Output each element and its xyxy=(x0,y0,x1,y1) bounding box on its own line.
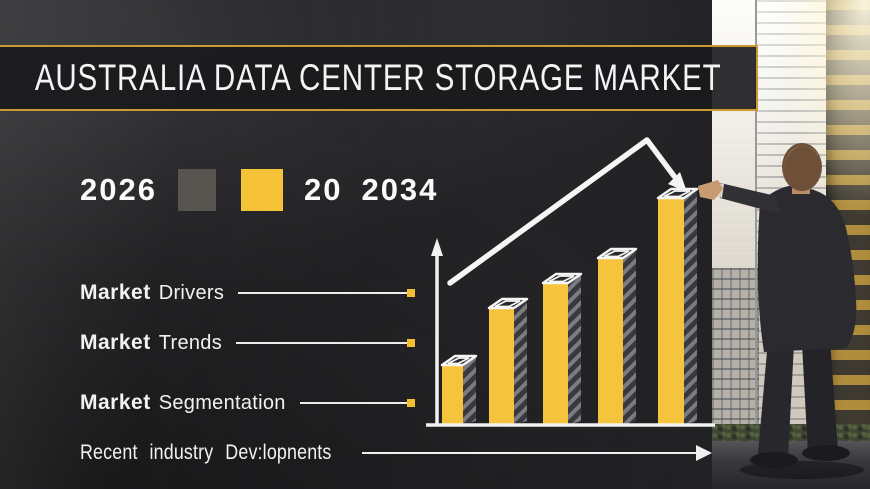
page-title: AUSTRALIA DATA CENTER STORAGE MARKET xyxy=(34,57,722,98)
bar-side-face xyxy=(684,189,697,425)
start-year-label: 2026 xyxy=(80,172,157,207)
trend-arrowhead-icon xyxy=(668,172,687,192)
bar-top-inner-ring xyxy=(447,357,470,365)
right-arrow-icon xyxy=(696,445,712,461)
axis-up-arrow-icon xyxy=(431,238,443,256)
yellow-endpoint-square xyxy=(407,289,415,297)
yellow-endpoint-square xyxy=(407,339,415,347)
menu-item-market-drivers: Market Drivers xyxy=(80,280,415,306)
end-year-label: 2034 xyxy=(361,172,439,207)
bar-front-face xyxy=(598,258,623,425)
title-banner: AUSTRALIA DATA CENTER STORAGE MARKET xyxy=(0,45,758,111)
bar-top-inner-ring xyxy=(603,250,630,258)
menu-lead-label: Market xyxy=(80,391,151,414)
low-windowed-building xyxy=(712,268,759,430)
bar-front-face xyxy=(658,198,684,425)
menu-item-recent-developments: Recent industry Dev:lopnents xyxy=(80,440,712,466)
bar-top-inner-ring xyxy=(548,275,575,283)
menu-item-market-trends: Market Trends xyxy=(80,330,415,356)
menu-lead-label: Market xyxy=(80,331,151,354)
bar-front-face xyxy=(543,283,568,425)
yellow-swatch xyxy=(240,169,283,211)
leader-line xyxy=(236,342,407,344)
man-extended-arm xyxy=(716,182,780,214)
man-hand xyxy=(698,180,723,200)
businessman-figure xyxy=(698,143,864,479)
y-axis xyxy=(431,238,443,425)
bar-top-inner-ring xyxy=(663,190,691,198)
menu-rest-label: Segmentation xyxy=(158,391,286,414)
man-head xyxy=(782,143,822,191)
bar-front-face xyxy=(442,365,463,425)
bar-front-face xyxy=(489,308,514,425)
bar-top-inner-ring xyxy=(494,300,521,308)
bar-chart xyxy=(426,137,715,427)
gray-swatch xyxy=(177,169,216,211)
man-right-leg xyxy=(802,340,838,454)
right-arrow-line xyxy=(361,451,696,455)
timeline-legend: 2026 20 2034 xyxy=(80,168,438,212)
bar-side-face xyxy=(623,249,636,425)
leader-line xyxy=(299,402,407,404)
bar-side-face xyxy=(568,274,581,425)
bar-side-face xyxy=(463,356,476,425)
dark-glass-building xyxy=(712,0,759,268)
menu-lead-label: Market xyxy=(80,281,151,304)
man-left-shoe xyxy=(750,452,798,468)
menu-rest-label: Trends xyxy=(158,331,223,354)
man-left-leg xyxy=(758,340,794,458)
recent-developments-label: Recent industry Dev:lopnents xyxy=(80,441,332,464)
menu-rest-label: Drivers xyxy=(158,281,225,304)
yellow-endpoint-square xyxy=(407,399,415,407)
bar-side-face xyxy=(514,299,527,425)
bars-group xyxy=(440,187,699,425)
leader-line xyxy=(238,292,407,294)
menu-item-market-segmentation: Market Segmentation xyxy=(80,390,415,416)
trend-arrow xyxy=(447,137,687,286)
year-fragment-label: 20 xyxy=(303,172,343,207)
man-right-shoe xyxy=(802,445,850,461)
man-torso-suit xyxy=(757,185,857,352)
